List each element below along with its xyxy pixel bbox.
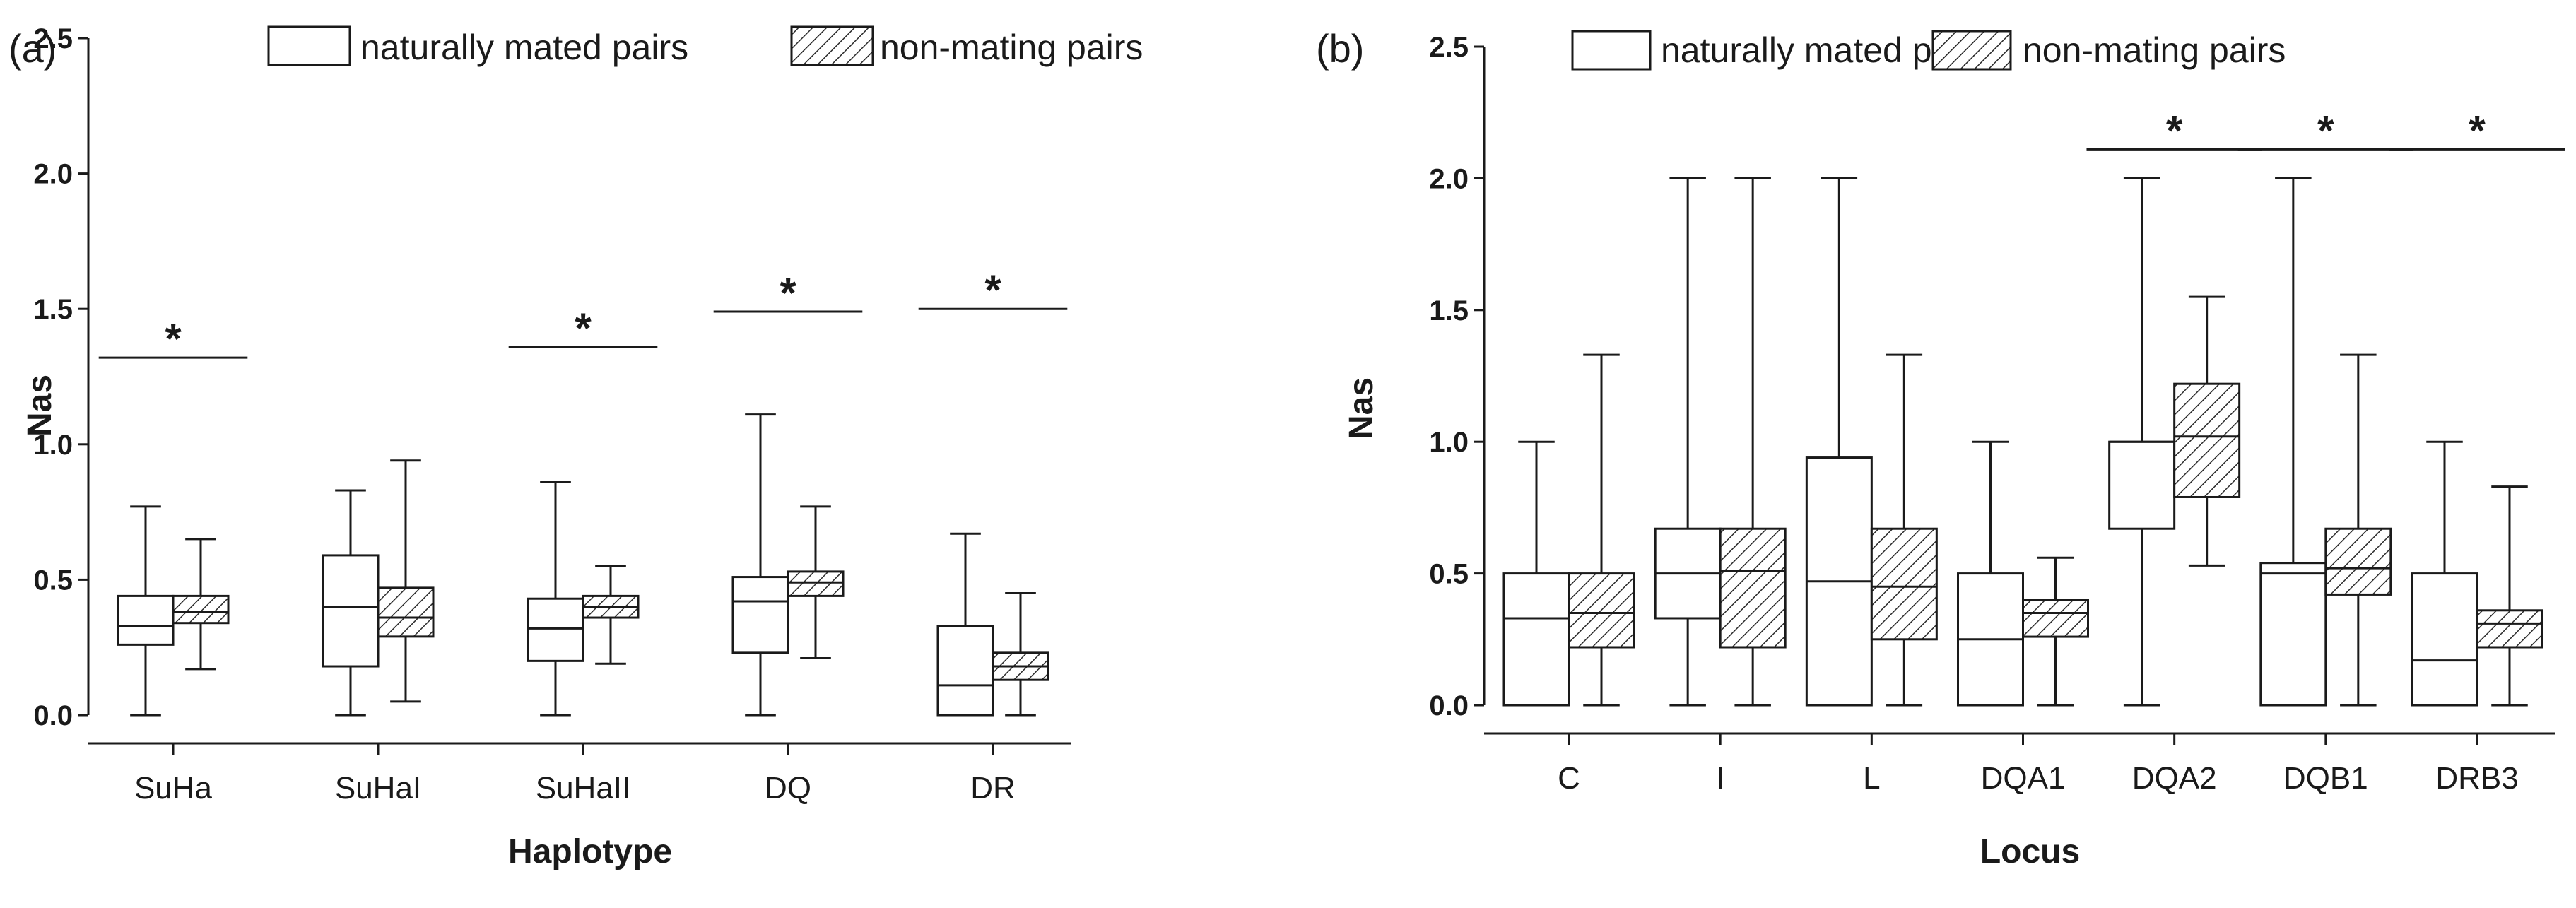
box-non-mating (1719, 527, 1787, 649)
x-tick-label: DR (970, 771, 1016, 806)
y-tick-label: 0.0 (33, 700, 73, 731)
y-axis-label: Nas (1343, 377, 1380, 440)
x-tick-label: DRB3 (2435, 761, 2518, 796)
legend-label: non-mating pairs (2023, 30, 2286, 70)
legend-swatch-open (267, 25, 351, 66)
x-axis-label: Locus (1980, 833, 2080, 871)
box-mated (2108, 440, 2176, 530)
y-tick-label: 1.5 (33, 294, 73, 325)
y-tick-label: 1.5 (1429, 295, 1469, 326)
significance-star: * (575, 305, 592, 352)
x-axis-label: Haplotype (508, 833, 672, 871)
y-axis-label: Nas (21, 375, 59, 437)
box-non-mating (172, 594, 230, 625)
x-tick-label: SuHa (134, 771, 213, 806)
y-tick-label: 0.0 (1429, 690, 1469, 721)
box-non-mating (2022, 599, 2089, 638)
legend-swatch-open (1571, 30, 1652, 71)
box-non-mating (787, 570, 845, 597)
x-tick-label: SuHaII (536, 771, 631, 806)
box-non-mating (2324, 527, 2392, 596)
box-mated (1502, 572, 1570, 707)
x-tick-label: SuHaI (335, 771, 421, 806)
y-tick-label: 0.5 (1429, 559, 1469, 590)
y-tick-label: 1.0 (1429, 427, 1469, 458)
box-non-mating (2476, 609, 2543, 649)
box-mated (2259, 562, 2327, 707)
y-tick-label: 2.5 (1429, 32, 1469, 63)
x-tick-label: DQA1 (1981, 761, 2066, 796)
box-non-mating (1568, 572, 1635, 649)
box-mated (936, 625, 994, 717)
y-tick-label: 0.5 (33, 565, 73, 596)
x-tick-label: L (1863, 761, 1880, 796)
significance-star: * (984, 266, 1001, 314)
x-tick-label: DQA2 (2132, 761, 2217, 796)
box-mated (731, 576, 789, 654)
box-mated (2411, 572, 2478, 707)
x-tick-label: I (1716, 761, 1724, 796)
box-non-mating (1870, 527, 1938, 641)
legend-swatch-hatched (1931, 30, 2012, 71)
y-tick-label: 1.0 (33, 430, 73, 461)
significance-star: * (2469, 107, 2486, 154)
legend-label: non-mating pairs (880, 28, 1143, 67)
significance-star: * (2317, 107, 2334, 154)
significance-star: * (2166, 107, 2183, 154)
x-tick-label: DQ (765, 771, 811, 806)
panel-a: (a) 0.0 0.5 1.0 1.5 2.0 2.5 Nas Haplotype natural… (8, 23, 1143, 871)
box-non-mating (377, 586, 435, 638)
significance-star: * (165, 315, 182, 362)
significance-star: * (780, 269, 796, 317)
y-tick-label: 2.5 (33, 23, 73, 54)
panel-label: (b) (1316, 26, 1364, 71)
legend-swatch-hatched (790, 25, 874, 66)
box-mated (117, 594, 175, 646)
legend-label: naturally mated pairs (360, 28, 688, 67)
box-mated (527, 597, 584, 662)
x-tick-label: C (1558, 761, 1580, 796)
panel-label: (a) (8, 26, 57, 71)
x-tick-label: DQB1 (2283, 761, 2368, 796)
y-tick-label: 2.0 (1429, 163, 1469, 194)
y-tick-label: 2.0 (33, 159, 73, 190)
box-mated (322, 554, 380, 668)
box-non-mating (2173, 382, 2241, 498)
